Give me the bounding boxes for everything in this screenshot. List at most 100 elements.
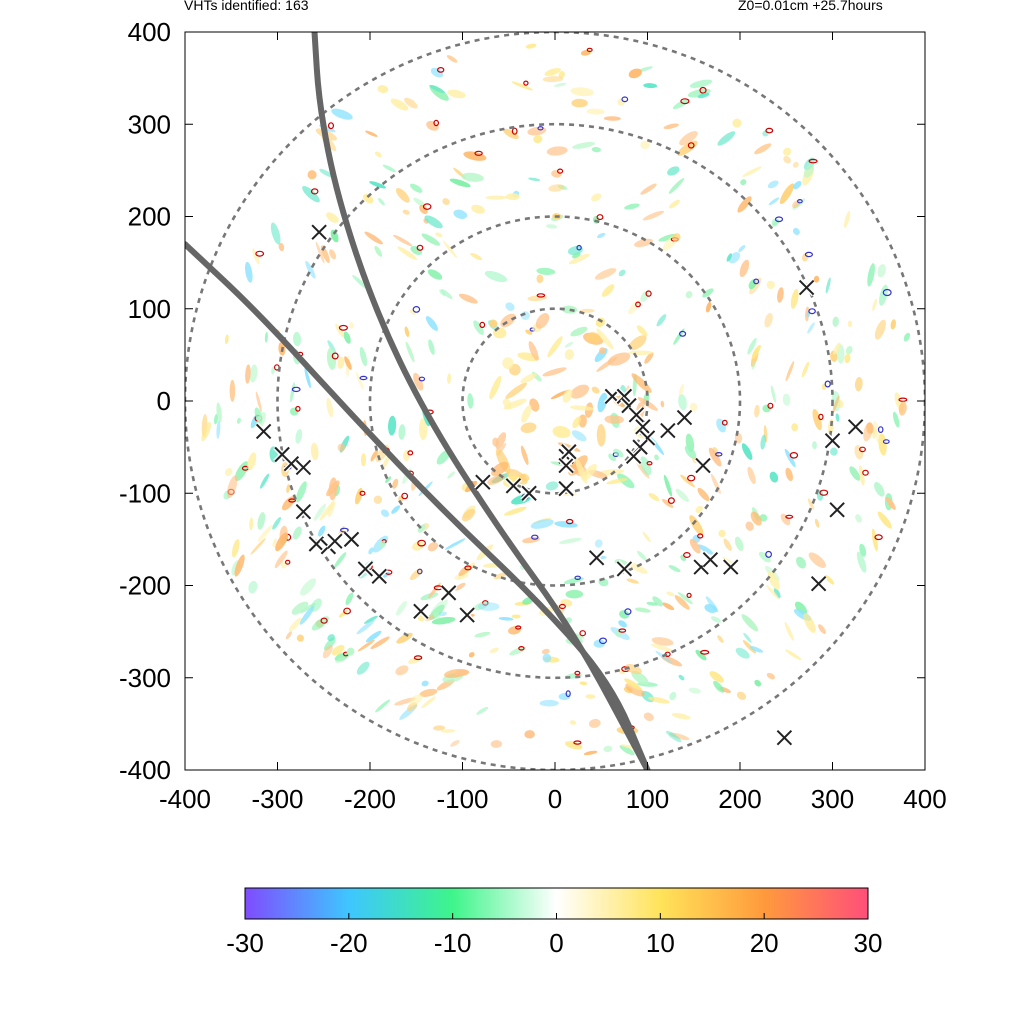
field-cell	[489, 319, 498, 328]
field-cell	[617, 473, 635, 489]
field-cell	[843, 211, 851, 228]
vht-marker	[504, 477, 523, 495]
field-cell	[637, 550, 647, 561]
field-cell	[522, 536, 541, 544]
field-core-cell	[529, 398, 540, 412]
field-cell	[467, 393, 474, 409]
field-cell	[640, 290, 650, 302]
field-cell	[430, 67, 444, 78]
vht-marker-stroke	[343, 531, 360, 548]
x-tick-label: -100	[436, 784, 488, 814]
field-cell	[844, 353, 851, 363]
field-cell	[349, 322, 354, 329]
field-cell	[871, 528, 878, 552]
field-core-cell	[596, 424, 606, 447]
field-core-cell	[535, 313, 550, 329]
vht-marker	[557, 456, 575, 475]
field-cell	[473, 320, 484, 335]
vorticity-contour	[874, 534, 883, 541]
field-cell	[364, 615, 378, 624]
field-cell	[625, 664, 642, 675]
colorbar-tick-label: -10	[434, 928, 472, 958]
field-cell	[802, 253, 809, 262]
field-cell	[796, 556, 806, 569]
field-cell	[296, 634, 304, 642]
x-tick-label: 400	[903, 784, 946, 814]
vht-marker	[294, 458, 313, 477]
field-cell	[236, 417, 241, 424]
field-cell	[858, 465, 865, 486]
vorticity-contour	[753, 278, 760, 285]
field-cell	[337, 356, 345, 369]
field-cell	[542, 76, 564, 83]
field-cell	[550, 390, 569, 400]
vorticity-contour	[416, 244, 424, 251]
vht-marker-stroke	[798, 279, 815, 296]
vht-marker	[846, 418, 865, 436]
vorticity-contour	[556, 168, 564, 174]
field-core-cell	[500, 313, 516, 328]
vorticity-contour	[422, 203, 432, 210]
field-cell	[539, 699, 559, 707]
vorticity-contour	[437, 66, 445, 73]
field-cell	[313, 503, 327, 521]
field-core-cell	[596, 328, 614, 350]
field-cell	[872, 298, 877, 311]
y-tick-label: 400	[128, 17, 171, 47]
vorticity-contour	[774, 216, 784, 223]
vht-marker-stroke	[357, 561, 374, 577]
vorticity-contour	[765, 127, 774, 134]
field-cell	[762, 404, 771, 413]
field-cell	[391, 505, 401, 514]
field-cell	[580, 308, 595, 313]
field-cell	[766, 672, 776, 680]
field-cell	[536, 267, 556, 275]
field-cell	[558, 71, 565, 79]
field-cell	[898, 401, 907, 416]
field-cell	[624, 678, 642, 691]
field-cell	[419, 688, 438, 697]
field-cell	[315, 241, 325, 264]
field-cell	[244, 261, 253, 283]
field-core-cell	[572, 416, 581, 429]
field-cell	[545, 481, 559, 491]
field-cell	[385, 476, 392, 483]
field-cell	[631, 670, 649, 685]
field-core-cell	[520, 445, 529, 466]
field-cell	[274, 550, 288, 569]
vht-marker-stroke	[616, 388, 633, 405]
field-cell	[307, 170, 317, 180]
field-cell	[603, 745, 613, 753]
field-cell	[404, 326, 410, 338]
vorticity-contour	[767, 402, 774, 409]
vorticity-contour	[566, 518, 574, 525]
range-ring	[368, 215, 742, 587]
colorbar-tick-label: -20	[330, 928, 368, 958]
field-cell	[356, 661, 370, 675]
field-core-cell	[631, 373, 652, 393]
field-cell	[427, 269, 443, 280]
field-cell	[476, 706, 489, 715]
field-cell	[402, 209, 410, 215]
vorticity-contour	[416, 568, 423, 575]
field-cell	[571, 430, 587, 442]
field-cell	[771, 218, 780, 226]
field-cell	[764, 313, 773, 328]
field-cell	[229, 379, 236, 402]
x-tick-label: -300	[251, 784, 303, 814]
field-cell	[410, 568, 423, 581]
vht-marker	[370, 567, 389, 586]
field-cell	[591, 193, 602, 202]
y-tick-label: -300	[119, 663, 171, 693]
field-cell	[396, 632, 413, 644]
field-cell	[410, 246, 423, 255]
vht-marker-stroke	[676, 409, 693, 426]
field-cell	[847, 320, 853, 328]
vorticity-contour	[686, 592, 692, 599]
field-cell	[742, 640, 757, 654]
vorticity-contour	[618, 628, 627, 633]
field-core-cell	[575, 458, 588, 484]
field-cell	[454, 669, 470, 677]
field-cell	[435, 232, 443, 238]
vorticity-contour	[413, 655, 423, 661]
